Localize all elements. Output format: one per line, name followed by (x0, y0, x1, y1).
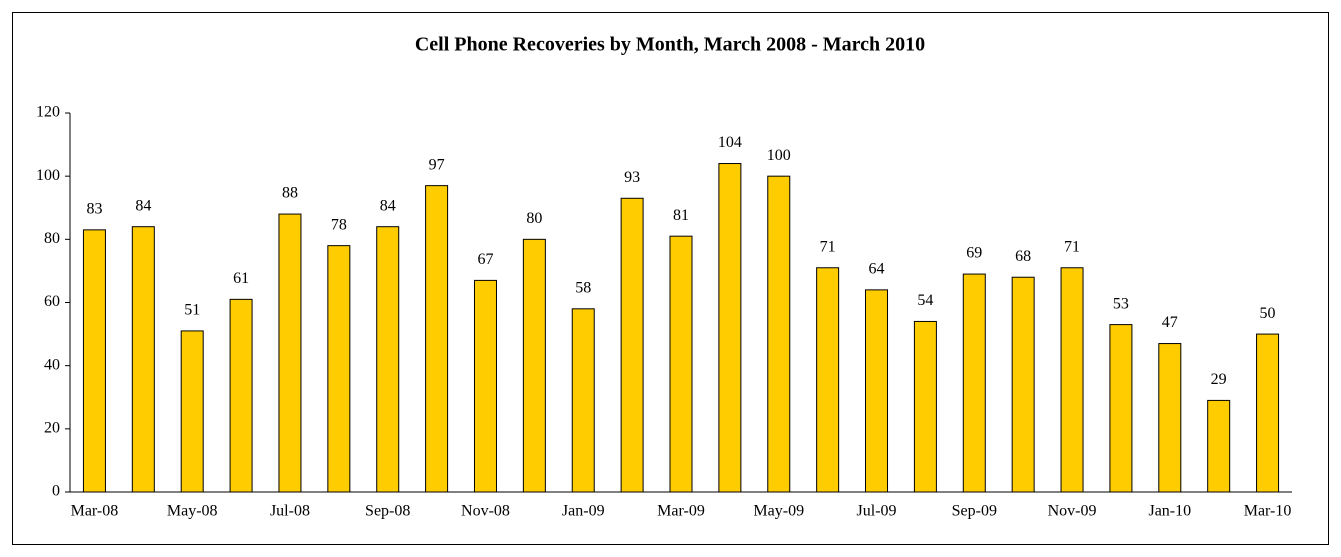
data-label: 54 (917, 292, 933, 309)
data-label: 67 (477, 251, 493, 268)
bar (376, 226, 400, 493)
data-label: 97 (429, 156, 445, 173)
data-label: 83 (86, 201, 102, 218)
x-tick-label: Jan-09 (562, 503, 605, 520)
bar (865, 289, 889, 493)
bar (180, 330, 204, 493)
bar (522, 238, 546, 493)
data-label: 81 (673, 207, 689, 224)
bar (913, 320, 937, 493)
bar (718, 163, 742, 493)
bar (1011, 276, 1035, 493)
y-tick-label: 60 (44, 293, 60, 310)
data-label: 84 (135, 197, 151, 214)
x-tick-label: Mar-09 (657, 503, 705, 520)
bar (669, 235, 693, 493)
bar (425, 185, 449, 493)
data-label: 29 (1211, 371, 1227, 388)
x-tick-label: May-09 (753, 503, 804, 520)
data-label: 69 (966, 245, 982, 262)
bar (571, 308, 595, 493)
data-label: 58 (575, 279, 591, 296)
y-tick-label: 100 (36, 167, 60, 184)
data-label: 64 (869, 261, 885, 278)
chart-title: Cell Phone Recoveries by Month, March 20… (415, 34, 925, 56)
bar (327, 245, 351, 493)
data-label: 80 (526, 210, 542, 227)
data-label: 47 (1162, 314, 1178, 331)
bar (1207, 399, 1231, 493)
bar (1256, 333, 1280, 493)
x-tick-label: Mar-10 (1244, 503, 1292, 520)
x-tick-label: Jul-08 (270, 503, 310, 520)
bar (962, 273, 986, 493)
x-tick-label: Sep-08 (365, 503, 410, 520)
x-tick-label: Mar-08 (71, 503, 119, 520)
bar (278, 213, 302, 493)
x-tick-label: Nov-09 (1048, 503, 1097, 520)
x-tick-label: Sep-09 (952, 503, 997, 520)
bar (131, 226, 155, 493)
bar (767, 175, 791, 493)
data-label: 78 (331, 216, 347, 233)
y-tick-label: 40 (44, 356, 60, 373)
y-tick-label: 120 (36, 104, 60, 121)
data-label: 104 (718, 134, 742, 151)
data-label: 71 (820, 238, 836, 255)
bar (1109, 324, 1133, 493)
data-label: 68 (1015, 248, 1031, 265)
bar (620, 197, 644, 493)
data-label: 53 (1113, 295, 1129, 312)
data-label: 71 (1064, 238, 1080, 255)
bar (229, 298, 253, 493)
y-tick-label: 0 (52, 483, 60, 500)
x-tick-label: May-08 (167, 503, 218, 520)
y-tick-label: 80 (44, 230, 60, 247)
y-tick-label: 20 (44, 420, 60, 437)
x-tick-label: Jan-10 (1148, 503, 1191, 520)
data-label: 88 (282, 185, 298, 202)
data-label: 51 (184, 302, 200, 319)
data-label: 100 (767, 147, 791, 164)
data-label: 84 (380, 197, 396, 214)
bar (816, 267, 840, 493)
bar (473, 279, 497, 493)
x-tick-label: Nov-08 (461, 503, 510, 520)
bar (1158, 343, 1182, 493)
data-label: 61 (233, 270, 249, 287)
x-tick-label: Jul-09 (857, 503, 897, 520)
bar (82, 229, 106, 493)
bar (1060, 267, 1084, 493)
data-label: 50 (1260, 305, 1276, 322)
data-label: 93 (624, 169, 640, 186)
